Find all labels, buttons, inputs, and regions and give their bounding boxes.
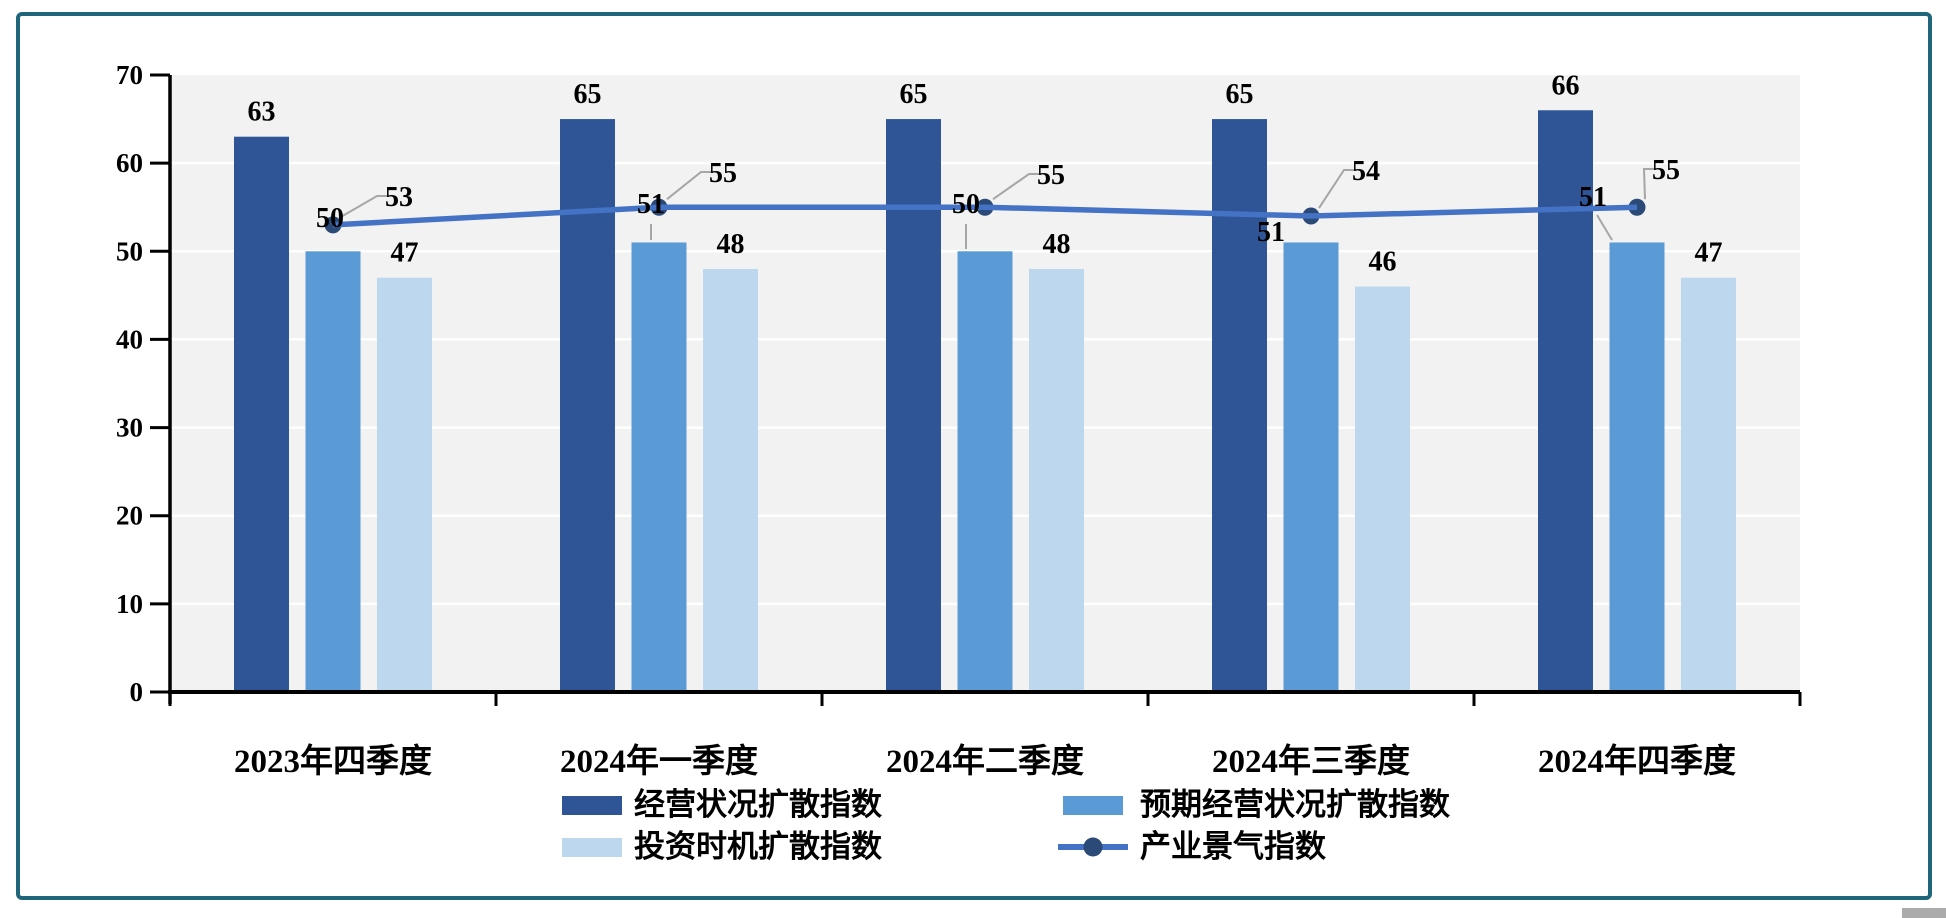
y-tick-label: 40 bbox=[116, 324, 143, 354]
trend-line bbox=[332, 204, 1638, 228]
bar-series1 bbox=[1283, 242, 1339, 692]
x-category-label: 2024年二季度 bbox=[886, 743, 1084, 780]
line-value-label: 53 bbox=[385, 182, 413, 213]
bar-value-label: 48 bbox=[717, 229, 745, 260]
bar-value-label: 65 bbox=[574, 79, 602, 110]
bar-series1 bbox=[1609, 242, 1665, 692]
legend: 经营状况扩散指数 预期经营状况扩散指数 投资时机扩散指数 产业景气指数 bbox=[562, 787, 1450, 864]
legend-label-investment-timing: 投资时机扩散指数 bbox=[634, 829, 882, 864]
bar-value-label: 47 bbox=[1695, 238, 1723, 269]
x-category-label: 2023年四季度 bbox=[234, 743, 432, 780]
line-value-label: 55 bbox=[709, 158, 737, 189]
legend-swatch-investment-timing bbox=[562, 838, 622, 857]
callout-leader bbox=[992, 173, 1039, 201]
bar-value-label: 63 bbox=[248, 97, 276, 128]
line-value-label: 54 bbox=[1352, 156, 1380, 187]
callout-leader bbox=[1318, 169, 1354, 209]
legend-label-industry-prosperity: 产业景气指数 bbox=[1140, 829, 1326, 864]
bar-value-label: 48 bbox=[1043, 229, 1071, 260]
label-leader bbox=[1596, 214, 1613, 241]
y-tick-label: 30 bbox=[116, 413, 143, 443]
bar-series0 bbox=[1212, 119, 1267, 693]
y-tick-label: 0 bbox=[130, 677, 144, 707]
scrollbar-thumb[interactable] bbox=[1902, 908, 1946, 918]
y-tick-label: 20 bbox=[116, 501, 143, 531]
bar-value-label: 51 bbox=[637, 189, 665, 220]
bar-value-label: 51 bbox=[1257, 217, 1285, 248]
bar-series0 bbox=[886, 119, 941, 693]
x-category-label: 2024年四季度 bbox=[1538, 743, 1736, 780]
bar-value-label: 50 bbox=[316, 203, 344, 234]
line-value-label: 55 bbox=[1037, 160, 1065, 191]
bar-series2 bbox=[377, 277, 432, 692]
legend-swatch-business-status bbox=[562, 796, 622, 815]
y-tick-label: 10 bbox=[116, 589, 143, 619]
bar-series1 bbox=[631, 242, 687, 692]
bar-series0 bbox=[560, 119, 615, 693]
bar-series1 bbox=[305, 251, 361, 693]
legend-label-business-status: 经营状况扩散指数 bbox=[634, 787, 882, 822]
y-tick-label: 70 bbox=[116, 60, 143, 90]
plot-layer: 0 10 20 30 40 50 60 70 2023年四季度 2024年一季度 2024年二季度 2… bbox=[116, 60, 1802, 780]
callout-leader bbox=[340, 195, 387, 218]
bar-series0 bbox=[234, 136, 289, 692]
callout-leader bbox=[666, 171, 711, 200]
bar-series2 bbox=[703, 268, 758, 692]
x-category-label: 2024年一季度 bbox=[560, 743, 758, 780]
legend-line-marker-icon bbox=[1083, 837, 1103, 857]
bar-series2 bbox=[1355, 286, 1410, 692]
line-value-label: 55 bbox=[1652, 155, 1680, 186]
bar-value-label: 50 bbox=[952, 189, 980, 220]
bar-value-label: 51 bbox=[1579, 182, 1607, 213]
legend-label-expected-business-status: 预期经营状况扩散指数 bbox=[1140, 787, 1450, 822]
y-tick-label: 50 bbox=[116, 236, 143, 266]
x-category-label: 2024年三季度 bbox=[1212, 743, 1410, 780]
legend-swatch-expected-business-status bbox=[1063, 796, 1123, 815]
bar-value-label: 65 bbox=[900, 79, 928, 110]
bar-value-label: 47 bbox=[391, 238, 419, 269]
bar-series2 bbox=[1681, 277, 1736, 692]
y-tick-label: 60 bbox=[116, 148, 143, 178]
bar-series2 bbox=[1029, 268, 1084, 692]
bar-value-label: 66 bbox=[1552, 70, 1580, 101]
callout-leader bbox=[1642, 168, 1654, 200]
bar-value-label: 46 bbox=[1369, 247, 1397, 278]
bar-value-label: 65 bbox=[1226, 79, 1254, 110]
bar-series1 bbox=[957, 251, 1013, 693]
